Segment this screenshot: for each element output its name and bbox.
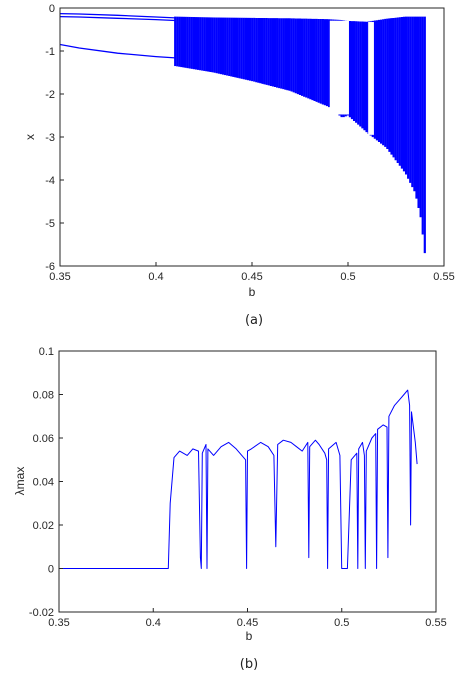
y-axis-label-b: λmax: [13, 467, 27, 496]
periodic-window: [368, 22, 374, 135]
x-tick-label: 0.5: [340, 271, 355, 283]
x-axis-label-a: b: [249, 285, 256, 299]
bifurcation-diagram: 0.35 0.4 0.45 0.5 0.55 0 -1 -2 -3 -4 -5 -6 b x (a): [23, 3, 455, 328]
x-tick-label: 0.4: [148, 271, 163, 283]
periodic-branch: [60, 12, 176, 19]
periodic-branch: [60, 43, 176, 59]
y-tick-label: 0.06: [33, 433, 54, 445]
x-tick-label: 0.45: [237, 617, 258, 629]
x-tick-label: 0.4: [146, 617, 161, 629]
y-axis-label-a: x: [23, 134, 37, 140]
y-tick-label: 0: [49, 3, 55, 15]
x-tick-label: 0.5: [334, 617, 349, 629]
x-tick-label: 0.55: [425, 617, 446, 629]
x-tick-label: 0.45: [241, 271, 262, 283]
x-tick-label: 0.35: [49, 271, 70, 283]
y-tick-label: -0.02: [29, 607, 54, 619]
periodic-branch: [60, 15, 176, 22]
y-tick-label: -1: [45, 46, 55, 58]
y-tick-label: 0.04: [33, 477, 54, 489]
y-tick-label: -2: [45, 89, 55, 101]
caption-b: (b): [240, 657, 258, 672]
lyapunov-series-line: [59, 389, 418, 569]
x-tick-label: 0.55: [433, 271, 454, 283]
periodic-window: [329, 20, 349, 115]
y-tick-label: 0.08: [33, 390, 54, 402]
x-axis-label-b: b: [246, 629, 253, 643]
x-tick-label: 0.35: [48, 617, 69, 629]
y-tick-label: -5: [45, 218, 55, 230]
y-tick-label: -6: [45, 261, 55, 273]
y-tick-label: 0: [48, 564, 54, 576]
y-tick-label: -4: [45, 175, 55, 187]
caption-a: (a): [245, 313, 263, 328]
y-tick-label: 0.02: [33, 520, 54, 532]
y-tick-label: -3: [45, 132, 55, 144]
y-tick-label: 0.1: [39, 346, 54, 358]
lyapunov-exponent-plot: 0.35 0.4 0.45 0.5 0.55 0.1 0.08 0.06 0.04 0.02 0 -0…: [13, 346, 447, 672]
